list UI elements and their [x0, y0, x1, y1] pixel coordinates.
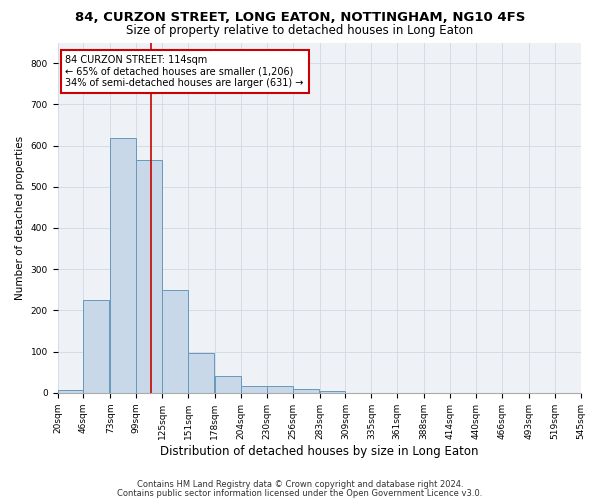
Bar [136, 160, 162, 393]
Bar [162, 290, 188, 393]
Text: 84 CURZON STREET: 114sqm
← 65% of detached houses are smaller (1,206)
34% of sem: 84 CURZON STREET: 114sqm ← 65% of detach… [65, 55, 304, 88]
Bar [58, 390, 83, 393]
Text: Size of property relative to detached houses in Long Eaton: Size of property relative to detached ho… [127, 24, 473, 37]
Text: Contains public sector information licensed under the Open Government Licence v3: Contains public sector information licen… [118, 489, 482, 498]
Bar [267, 386, 293, 393]
Bar [83, 300, 109, 393]
Bar [110, 138, 136, 393]
Bar [188, 353, 214, 393]
X-axis label: Distribution of detached houses by size in Long Eaton: Distribution of detached houses by size … [160, 444, 478, 458]
Text: Contains HM Land Registry data © Crown copyright and database right 2024.: Contains HM Land Registry data © Crown c… [137, 480, 463, 489]
Bar [320, 391, 346, 393]
Bar [215, 376, 241, 393]
Bar [241, 386, 267, 393]
Y-axis label: Number of detached properties: Number of detached properties [15, 136, 25, 300]
Text: 84, CURZON STREET, LONG EATON, NOTTINGHAM, NG10 4FS: 84, CURZON STREET, LONG EATON, NOTTINGHA… [75, 11, 525, 24]
Bar [293, 388, 319, 393]
